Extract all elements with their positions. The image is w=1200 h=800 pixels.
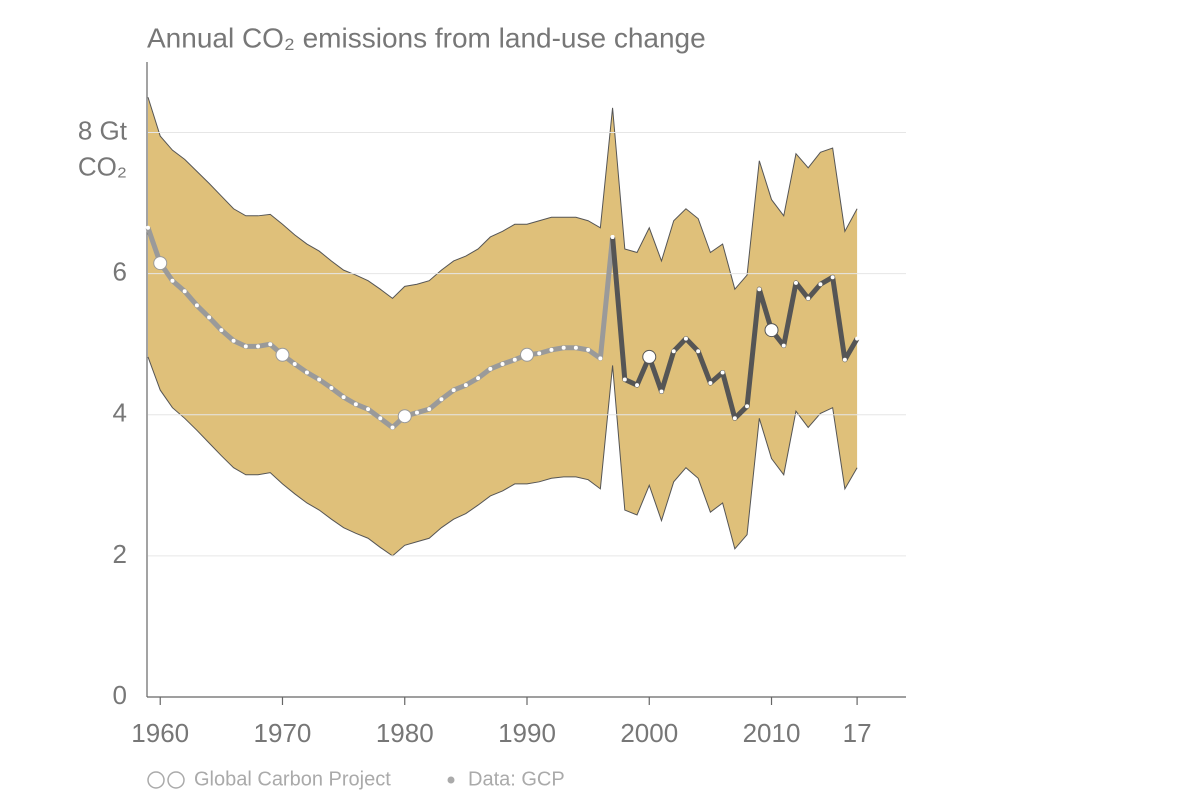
year-marker [207, 315, 212, 320]
year-marker [659, 389, 664, 394]
year-marker [194, 303, 199, 308]
year-marker [635, 383, 640, 388]
year-marker [256, 344, 261, 349]
decade-marker [153, 256, 168, 271]
year-marker [720, 370, 725, 375]
year-marker [732, 416, 737, 421]
year-marker [390, 425, 395, 430]
year-marker [488, 366, 493, 371]
year-marker [414, 410, 419, 415]
decade-marker [397, 409, 412, 424]
chart-title: Annual CO₂ emissions from land-use chang… [147, 22, 706, 53]
band-upper-edge [147, 97, 858, 300]
cc-icons [147, 771, 185, 789]
y-tick-label: 4 [113, 398, 127, 428]
decade-marker [520, 347, 534, 362]
year-marker [219, 328, 224, 333]
year-marker [830, 275, 835, 280]
band-lower-edge [147, 356, 858, 557]
x-tick-label: 2000 [620, 718, 678, 748]
year-marker [537, 351, 542, 356]
year-marker [512, 357, 517, 362]
year-marker [757, 287, 762, 292]
year-marker [427, 407, 432, 412]
year-marker [500, 361, 505, 366]
year-marker [292, 361, 297, 366]
year-marker [598, 356, 603, 361]
year-marker [586, 347, 591, 352]
year-marker [268, 342, 273, 347]
year-marker [793, 280, 798, 285]
year-marker [781, 343, 786, 348]
year-marker [341, 395, 346, 400]
year-marker [842, 357, 847, 362]
footer-separator [447, 776, 455, 784]
year-marker [745, 404, 750, 409]
x-tick-label: 1980 [376, 718, 434, 748]
x-tick-label: 1960 [131, 718, 189, 748]
footer-source: Global Carbon Project [194, 768, 391, 790]
y-tick-label: 6 [113, 257, 127, 287]
year-marker [329, 385, 334, 390]
y-tick-label: 8 Gt [78, 115, 128, 145]
year-marker [561, 345, 566, 350]
year-marker [243, 344, 248, 349]
x-tick-label: 1970 [254, 718, 312, 748]
year-marker [476, 376, 481, 381]
y-unit-label: CO₂ [78, 151, 127, 181]
year-marker [683, 336, 688, 341]
year-marker [696, 349, 701, 354]
x-tick-label: 2010 [743, 718, 801, 748]
uncertainty-band [148, 97, 858, 556]
year-marker [818, 282, 823, 287]
year-marker [671, 349, 676, 354]
year-marker [182, 289, 187, 294]
year-marker [439, 397, 444, 402]
decade-marker [275, 347, 290, 362]
year-marker [622, 377, 627, 382]
year-marker [806, 296, 811, 301]
year-marker [378, 416, 383, 421]
y-tick-label: 0 [113, 680, 127, 710]
year-marker [463, 383, 468, 388]
y-tick-label: 2 [113, 539, 127, 569]
x-tick-label: 1990 [498, 718, 556, 748]
footer-data: Data: GCP [468, 768, 565, 790]
year-marker [353, 402, 358, 407]
decade-marker [642, 349, 657, 364]
year-marker [451, 388, 456, 393]
year-marker [146, 225, 150, 230]
year-marker [304, 370, 309, 375]
year-marker [855, 336, 860, 341]
year-marker [610, 234, 615, 239]
year-marker [366, 407, 371, 412]
year-marker [549, 347, 554, 352]
year-marker [170, 278, 175, 283]
decade-marker [764, 323, 779, 338]
year-marker [317, 377, 322, 382]
year-marker [708, 381, 713, 386]
year-marker [231, 338, 236, 343]
year-marker [573, 345, 578, 350]
x-tick-label: 17 [843, 718, 872, 748]
